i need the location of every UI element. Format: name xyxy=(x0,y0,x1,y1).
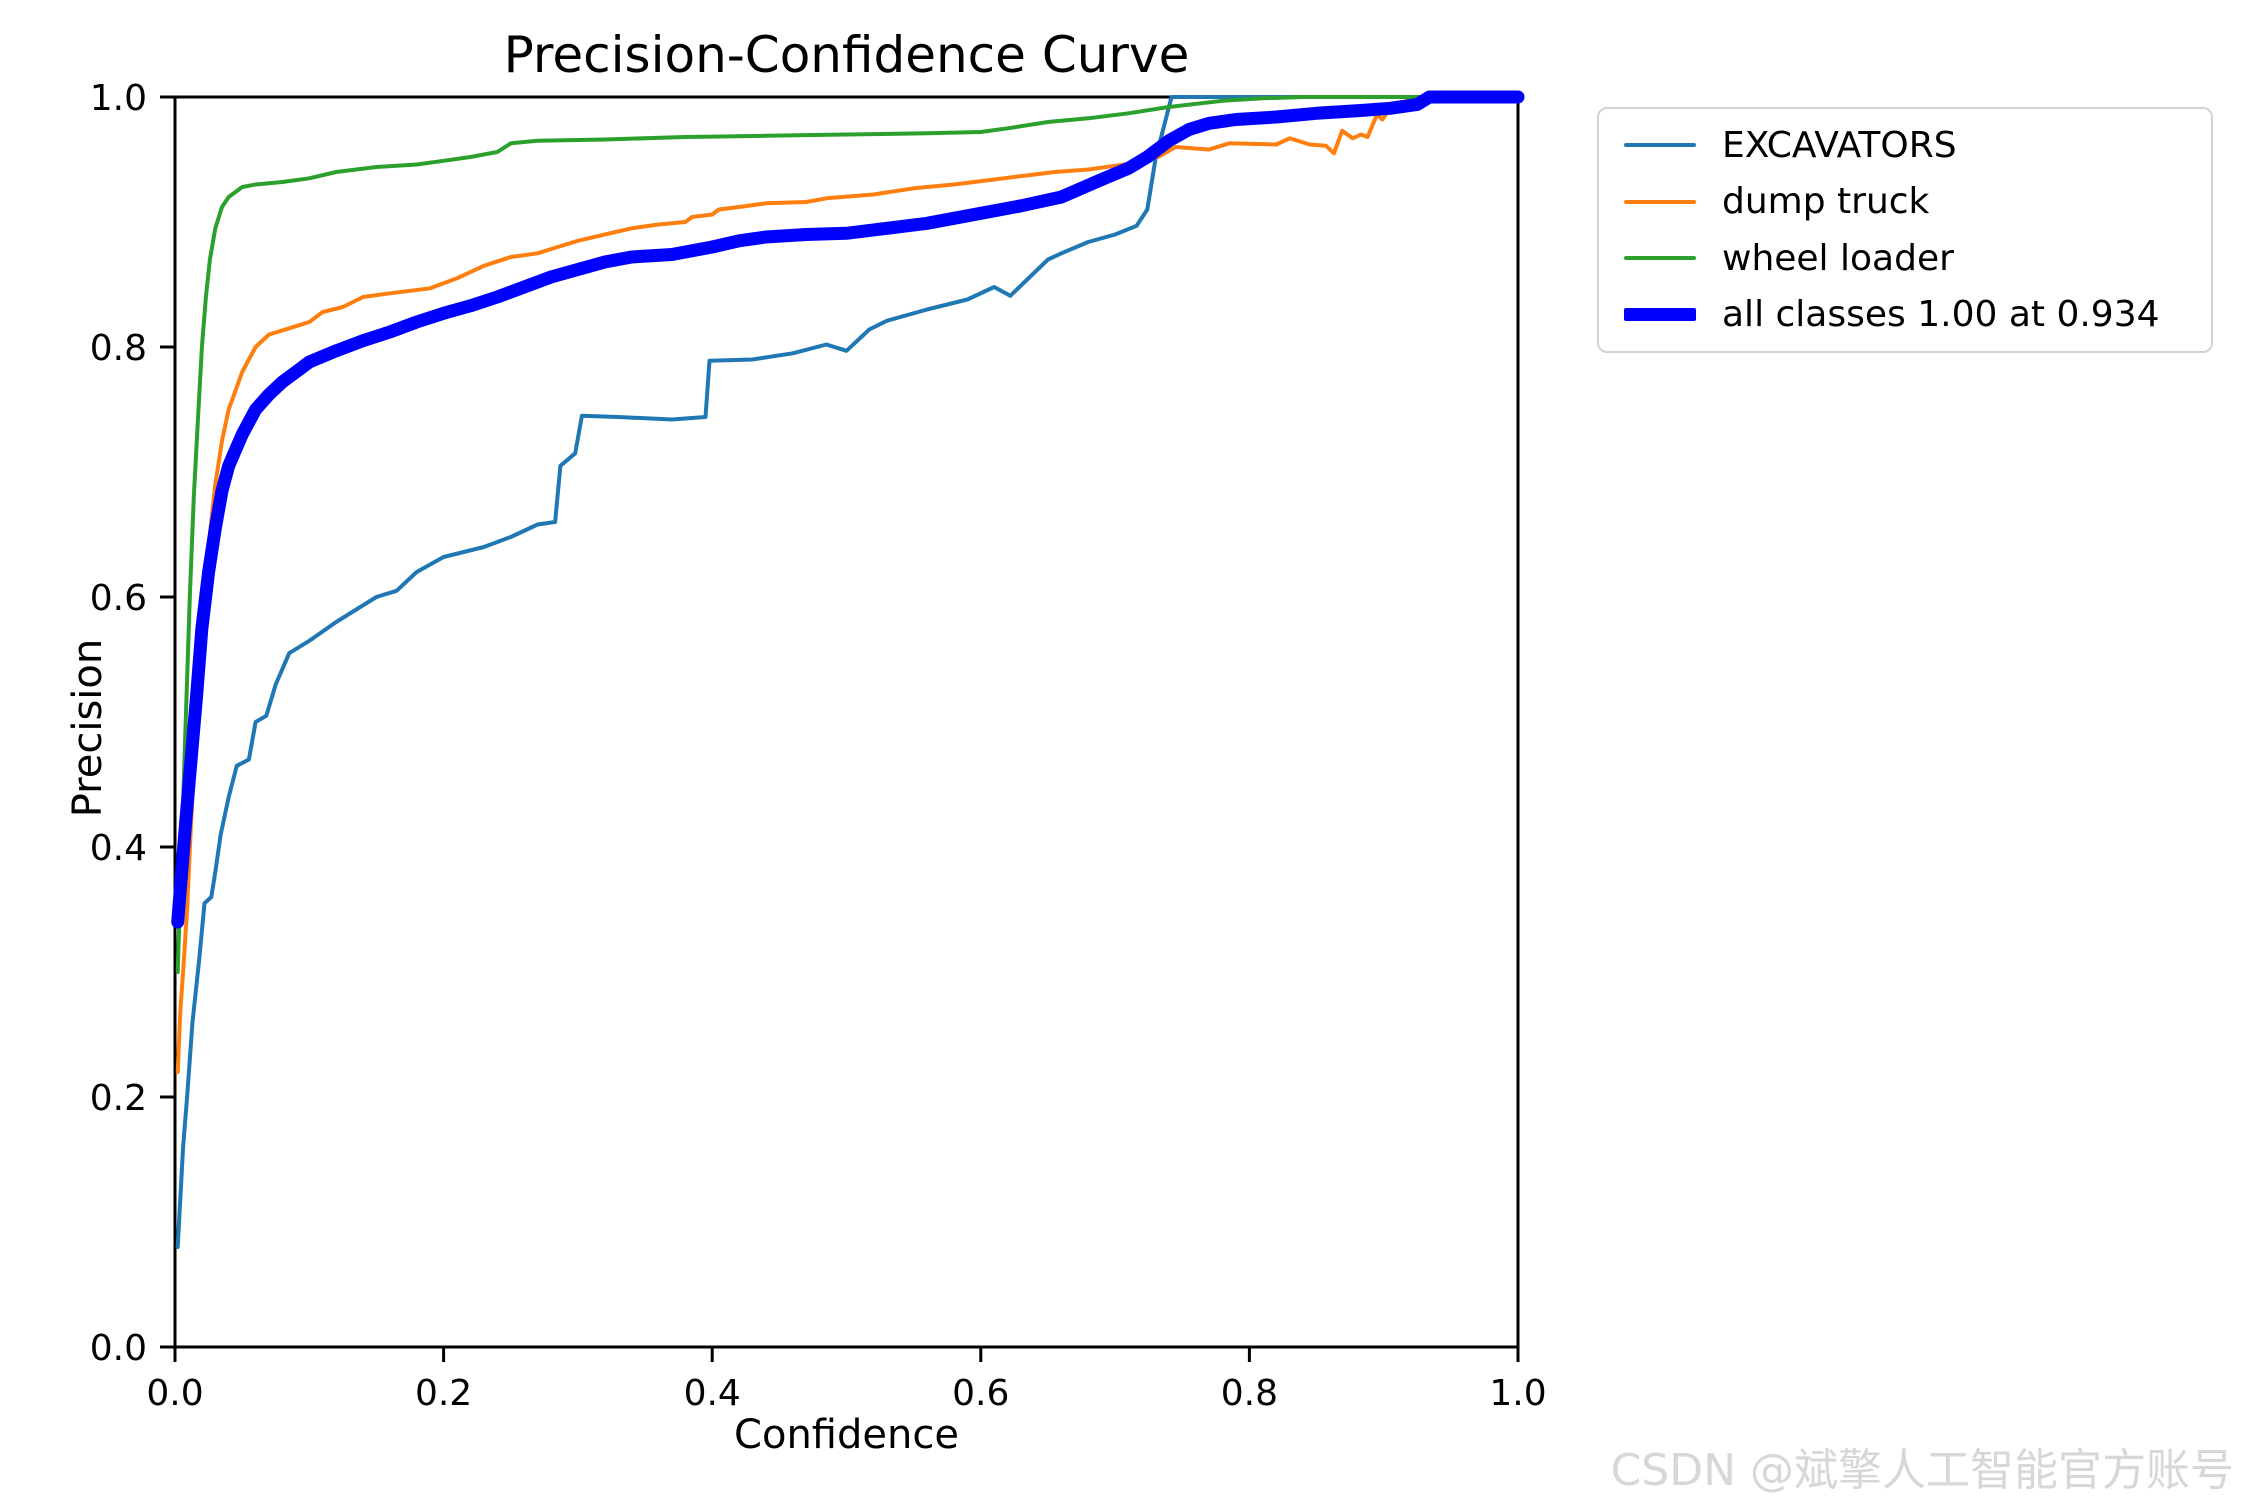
legend-item-excavators: EXCAVATORS xyxy=(1599,119,2211,171)
x-tick-label: 0.2 xyxy=(415,1373,472,1414)
legend-item-dump-truck: dump truck xyxy=(1599,176,2211,228)
legend-label: dump truck xyxy=(1722,181,1930,223)
legend-label: EXCAVATORS xyxy=(1722,124,1957,166)
y-tick-label: 1.0 xyxy=(90,78,147,119)
x-tick-label: 0.4 xyxy=(684,1373,741,1414)
chart-title: Precision-Confidence Curve xyxy=(503,26,1190,84)
y-tick-label: 0.0 xyxy=(90,1328,147,1369)
series-line-excavators xyxy=(175,95,1520,1249)
legend-item-all-classes: all classes 1.00 at 0.934 xyxy=(1599,289,2211,341)
series-line-all-classes xyxy=(171,90,1525,929)
legend-line-sample-dump-truck xyxy=(1624,199,1696,204)
legend-label: all classes 1.00 at 0.934 xyxy=(1722,294,2160,336)
axis-ticks xyxy=(160,95,1520,1362)
x-tick-label: 0.8 xyxy=(1221,1373,1278,1414)
x-tick-label: 1.0 xyxy=(1489,1373,1546,1414)
series-line-dump-truck xyxy=(175,95,1520,1074)
x-tick-label: 0.6 xyxy=(952,1373,1009,1414)
y-axis-label: Precision xyxy=(65,638,111,818)
x-tick-label: 0.0 xyxy=(146,1373,203,1414)
csdn-watermark: CSDN @斌擎人工智能官方账号 xyxy=(1610,1445,2234,1496)
y-tick-label: 0.2 xyxy=(90,1078,147,1119)
y-tick-label: 0.8 xyxy=(90,328,147,369)
x-axis-label: Confidence xyxy=(734,1412,959,1458)
legend-item-wheel-loader: wheel loader xyxy=(1599,232,2211,284)
legend: EXCAVATORS dump truck wheel loader all c… xyxy=(1597,107,2213,353)
legend-line-sample-all-classes xyxy=(1624,308,1696,322)
legend-line-sample-wheel-loader xyxy=(1624,256,1696,261)
y-tick-label: 0.4 xyxy=(90,828,147,869)
legend-label: wheel loader xyxy=(1722,237,1954,279)
axes-box xyxy=(173,95,1520,1349)
y-tick-label: 0.6 xyxy=(90,578,147,619)
tick-labels: 0.0 0.2 0.4 0.6 0.8 1.0 0.0 0.2 0.4 0.6 0.8 1.0 xyxy=(90,78,1547,1414)
legend-line-sample-excavators xyxy=(1624,143,1696,148)
series-line-wheel-loader xyxy=(175,95,1520,974)
